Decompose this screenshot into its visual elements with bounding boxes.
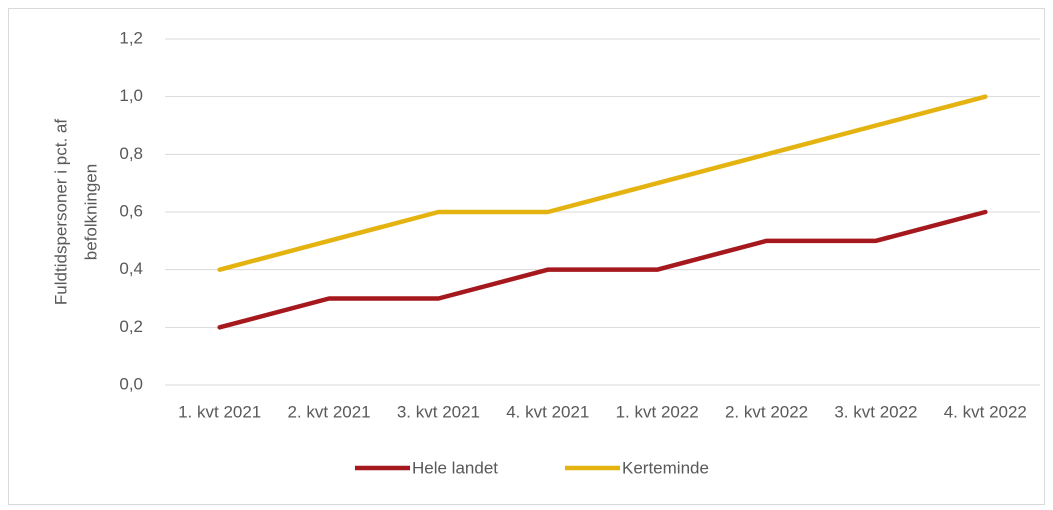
x-tick-label: 2. kvt 2021 <box>287 402 370 421</box>
series-line <box>217 209 988 330</box>
legend-label: Hele landet <box>412 458 498 477</box>
legend-label: Kerteminde <box>622 458 709 477</box>
x-tick-label: 3. kvt 2022 <box>834 402 917 421</box>
y-tick-label: 1,2 <box>119 28 143 47</box>
x-tick-label: 2. kvt 2022 <box>725 402 808 421</box>
y-tick-label: 0,8 <box>119 144 143 163</box>
x-tick-label: 3. kvt 2021 <box>397 402 480 421</box>
series-line <box>217 94 988 272</box>
y-axis-label: Fuldtidspersoner i pct. af <box>51 119 70 305</box>
x-tick-label: 4. kvt 2021 <box>506 402 589 421</box>
x-tick-label: 1. kvt 2021 <box>178 402 261 421</box>
x-tick-label: 4. kvt 2022 <box>944 402 1027 421</box>
y-tick-label: 1,0 <box>119 86 143 105</box>
y-tick-label: 0,4 <box>119 259 143 278</box>
x-tick-label: 1. kvt 2022 <box>616 402 699 421</box>
y-axis-label: befolkningen <box>81 164 100 260</box>
chart-border <box>8 8 1045 505</box>
y-tick-label: 0,0 <box>119 374 143 393</box>
y-tick-label: 0,6 <box>119 201 143 220</box>
y-tick-label: 0,2 <box>119 317 143 336</box>
